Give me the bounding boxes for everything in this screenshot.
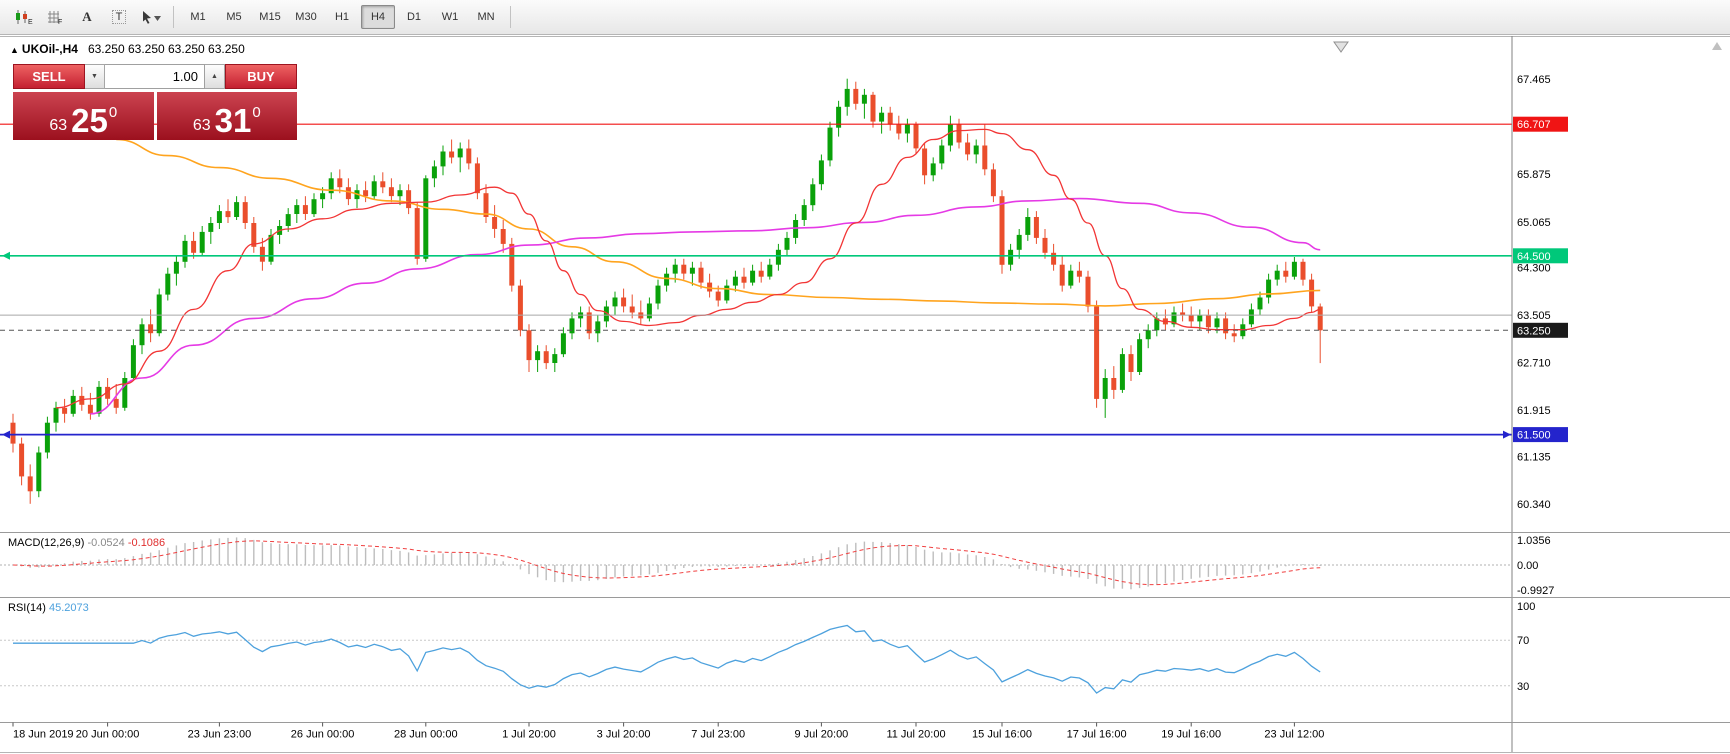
price-label-box-current-price-line: [1513, 322, 1568, 338]
timeframe-button-m30[interactable]: M30: [295, 11, 317, 23]
macd-axis-zero: 0.00: [1517, 560, 1538, 572]
rsi-panel: RSI(14) 45.2073 100 70 30: [0, 597, 1730, 694]
price-label-text: 64.500: [1517, 251, 1551, 263]
bid-price-display[interactable]: 63 25 0: [13, 92, 154, 140]
price-label-text: 61.500: [1517, 430, 1551, 442]
volume-up-stepper[interactable]: ▲: [205, 64, 225, 89]
time-tick-label: 15 Jul 16:00: [972, 729, 1032, 741]
svg-text:E: E: [28, 19, 33, 25]
time-tick-label: 23 Jun 23:00: [188, 729, 252, 741]
bid-pipette: 0: [108, 104, 118, 121]
price-tick-label: 65.875: [1517, 169, 1551, 181]
grid-snap-icon[interactable]: F: [40, 4, 70, 30]
time-tick-label: 7 Jul 23:00: [691, 729, 745, 741]
ask-pipette: 0: [252, 104, 261, 121]
ohlc-values: 63.250 63.250 63.250 63.250: [87, 42, 245, 56]
sell-options-dropdown[interactable]: ▼: [85, 64, 105, 89]
scroll-up-arrow-icon[interactable]: [1712, 42, 1722, 50]
rsi-axis-100: 100: [1517, 601, 1535, 613]
rsi-axis-70: 70: [1517, 635, 1529, 647]
expert-advisors-icon[interactable]: E: [8, 4, 38, 30]
time-tick-label: 9 Jul 20:00: [794, 729, 848, 741]
macd-signal-line: [12, 540, 1321, 586]
red-ma-line: [55, 128, 1321, 409]
price-label-box-resistance-line: [1513, 116, 1568, 132]
bid-whole: 63: [49, 117, 68, 135]
chevron-down-icon: ▼: [91, 73, 98, 80]
time-tick-label: 26 Jun 00:00: [291, 729, 355, 741]
text-tool-icon[interactable]: T: [104, 4, 134, 30]
ask-pips: 31: [214, 101, 252, 139]
macd-axis-max: 1.0356: [1517, 535, 1551, 547]
magenta-ma-line: [90, 197, 1321, 415]
timeframe-button-mn[interactable]: MN: [477, 11, 495, 23]
timeframe-button-m5[interactable]: M5: [226, 11, 242, 23]
time-tick-label: 19 Jul 16:00: [1161, 729, 1221, 741]
candlesticks: [10, 78, 1323, 504]
svg-text:F: F: [58, 19, 62, 25]
toolbar-separator: [510, 6, 511, 28]
chart-shift-marker-icon[interactable]: [1333, 41, 1349, 53]
price-tick-label: 64.300: [1517, 263, 1551, 275]
price-tick-label: 60.340: [1517, 499, 1551, 511]
price-label-text: 63.250: [1517, 325, 1551, 337]
price-label-text: 66.707: [1517, 119, 1551, 131]
price-label-box-green-support-line: [1513, 248, 1568, 264]
price-tick-label: 67.465: [1517, 74, 1551, 86]
buy-button[interactable]: BUY: [225, 64, 297, 89]
timeframe-button-w1[interactable]: W1: [441, 11, 459, 23]
price-tick-label: 62.710: [1517, 358, 1551, 370]
toolbar-separator: [173, 6, 174, 28]
chart-ohlc-header: ▲ UKOil-,H4 63.250 63.250 63.250 63.250: [10, 42, 245, 56]
ask-price-display[interactable]: 63 31 0: [156, 92, 297, 140]
time-tick-label: 3 Jul 20:00: [597, 729, 651, 741]
moving-averages: [55, 128, 1321, 415]
rsi-label: RSI(14) 45.2073: [8, 602, 89, 614]
timeframe-button-h4[interactable]: H4: [361, 5, 395, 29]
price-tick-label: 63.505: [1517, 310, 1551, 322]
price-tick-label: 61.915: [1517, 405, 1551, 417]
time-tick-label: 20 Jun 00:00: [76, 729, 140, 741]
timeframe-button-m1[interactable]: M1: [190, 11, 206, 23]
drawing-tools-dropdown-icon[interactable]: [136, 4, 166, 30]
collapse-trade-panel-arrow[interactable]: ▲: [10, 45, 19, 55]
timeframe-button-group: M1 M5 M15 M30 H1 H4 D1 W1 MN: [181, 5, 503, 29]
ask-whole: 63: [192, 117, 211, 135]
time-tick-label: 23 Jul 12:00: [1264, 729, 1324, 741]
time-tick-label: 28 Jun 00:00: [394, 729, 458, 741]
time-axis[interactable]: 18 Jun 2019 20 Jun 00:00 23 Jun 23:00 26 Ju…: [0, 722, 1730, 741]
volume-input[interactable]: [105, 64, 205, 89]
rsi-line: [13, 624, 1321, 694]
bid-pips: 25: [71, 101, 108, 139]
macd-panel: MACD(12,26,9) -0.0524 -0.1086 1.0356 0.00 -…: [0, 532, 1730, 597]
chart-canvas[interactable]: 67.465 65.875 65.065 64.300 63.505 62.710 61.9…: [0, 36, 1730, 754]
timeframe-button-d1[interactable]: D1: [406, 11, 422, 23]
timeframe-button-m15[interactable]: M15: [259, 11, 281, 23]
orange-ma-line: [116, 138, 1321, 307]
time-tick-label: 17 Jul 16:00: [1067, 729, 1127, 741]
symbol-period-label: UKOil-,H4: [21, 42, 78, 56]
price-label-box-blue-support-line: [1513, 427, 1568, 443]
price-tick-label: 65.065: [1517, 217, 1551, 229]
price-axis[interactable]: 67.465 65.875 65.065 64.300 63.505 62.710 61.9…: [1511, 36, 1568, 752]
macd-label: MACD(12,26,9) -0.0524 -0.1086: [8, 537, 165, 549]
time-tick-label: 18 Jun 2019: [13, 729, 74, 741]
chevron-up-icon: ▲: [211, 73, 218, 80]
time-tick-label: 1 Jul 20:00: [502, 729, 556, 741]
sell-button[interactable]: SELL: [13, 64, 85, 89]
time-tick-label: 11 Jul 20:00: [886, 729, 945, 741]
text-label-icon[interactable]: A: [82, 9, 92, 24]
rsi-axis-30: 30: [1517, 681, 1529, 693]
price-tick-label: 61.135: [1517, 451, 1551, 463]
timeframe-button-h1[interactable]: H1: [334, 11, 350, 23]
macd-axis-min: -0.9927: [1517, 585, 1554, 597]
horizontal-lines[interactable]: [0, 123, 1512, 439]
